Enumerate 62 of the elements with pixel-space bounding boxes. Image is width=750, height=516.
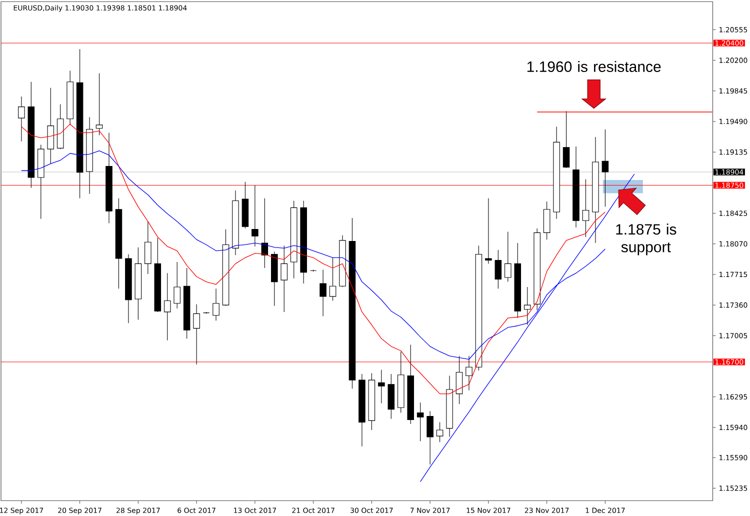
- candlestick: [456, 356, 463, 404]
- candlestick: [348, 218, 356, 389]
- candlestick: [368, 372, 376, 430]
- candlestick: [154, 238, 162, 312]
- candlestick: [56, 104, 64, 150]
- candlestick: [397, 351, 404, 414]
- candlestick: [134, 247, 142, 320]
- candlestick: [378, 369, 385, 404]
- candlestick: [252, 184, 258, 247]
- candlestick: [416, 402, 424, 442]
- candlestick: [38, 144, 44, 220]
- candlestick: [553, 126, 560, 220]
- candlestick: [339, 234, 346, 288]
- candlestick: [466, 356, 472, 391]
- candlestick: [388, 374, 395, 420]
- annotation: 1.1875 is support: [616, 224, 676, 256]
- candlestick: [18, 96, 25, 142]
- candlestick: [222, 228, 230, 306]
- candlestick: [494, 250, 502, 289]
- candlestick: [436, 422, 444, 442]
- candlestick: [86, 116, 93, 194]
- candlestick: [125, 254, 132, 324]
- candlestick: [280, 245, 288, 312]
- candlestick: [407, 344, 414, 424]
- candlestick: [310, 269, 317, 272]
- candlestick: [426, 410, 434, 465]
- candlestick: [164, 272, 171, 341]
- candlestick: [504, 232, 512, 282]
- candlestick: [534, 228, 540, 311]
- candlestick: [329, 257, 336, 302]
- candlestick: [320, 269, 326, 317]
- candlestick: [183, 268, 190, 339]
- candlestick: [115, 198, 122, 289]
- candlestick: [271, 251, 278, 306]
- annotation: 1.1960 is resistance: [527, 60, 661, 72]
- candlestick: [358, 374, 366, 447]
- candlestick: [242, 182, 249, 229]
- candlestick: [485, 198, 492, 264]
- candlestick: [592, 136, 599, 244]
- candlestick: [543, 201, 550, 240]
- candlestick: [290, 200, 298, 279]
- candlestick: [106, 132, 112, 224]
- candlestick: [582, 178, 590, 238]
- candlestick: [76, 48, 84, 198]
- candlestick: [572, 146, 580, 228]
- candlestick: [144, 221, 152, 274]
- candlestick: [28, 82, 35, 188]
- candlestick: [232, 190, 239, 256]
- candlestick: [524, 286, 531, 326]
- candlestick: [96, 72, 103, 136]
- candlestick: [212, 288, 220, 321]
- candlestick: [475, 245, 482, 371]
- candlestick: [300, 200, 307, 284]
- candlestick: [66, 70, 74, 124]
- candlestick: [193, 304, 200, 365]
- candlestick: [514, 242, 522, 318]
- candlestick: [562, 110, 570, 168]
- candlestick: [174, 262, 180, 309]
- candlestick: [602, 129, 609, 207]
- candlestick: [446, 375, 453, 438]
- candlestick: [261, 198, 268, 268]
- candlestick: [47, 88, 54, 164]
